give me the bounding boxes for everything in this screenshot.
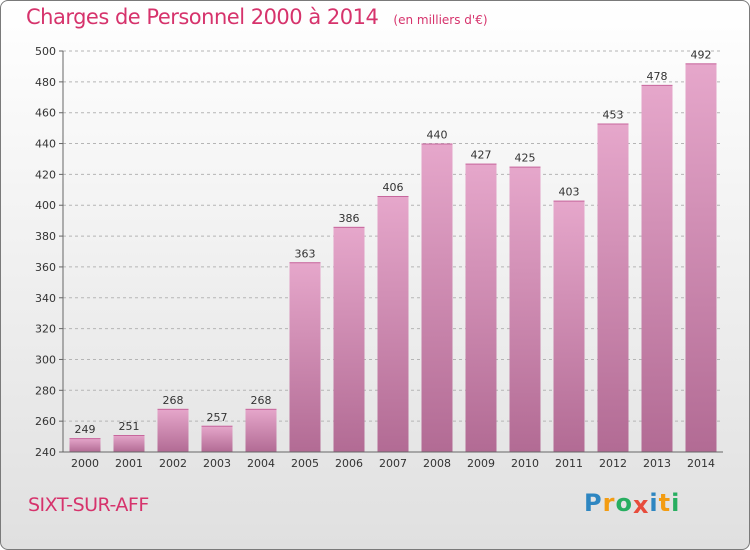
x-tick-label: 2003	[203, 457, 231, 470]
data-label-2011: 403	[559, 186, 580, 199]
data-label-2000: 249	[75, 423, 96, 436]
proxiti-logo: Proxiti	[584, 489, 681, 519]
x-tick-label: 2006	[335, 457, 363, 470]
x-tick-label: 2001	[115, 457, 143, 470]
x-axis: 2000 2001 2002 2003 2004 2005 2006 2007 2008 2009…	[63, 451, 723, 470]
bar-2004	[245, 408, 277, 452]
bar-2014	[685, 63, 717, 452]
y-tick-label: 440	[35, 138, 56, 151]
bar-2005	[289, 262, 321, 452]
y-tick-label: 260	[35, 415, 56, 428]
logo-letter: P	[584, 489, 603, 517]
x-tick-label: 2007	[379, 457, 407, 470]
data-label-2014: 492	[691, 48, 712, 61]
y-tick-label: 240	[35, 446, 56, 459]
x-tick-label: 2014	[687, 457, 715, 470]
bar-2008	[421, 143, 453, 453]
data-label-2012: 453	[603, 108, 624, 121]
data-label-2008: 440	[427, 129, 448, 142]
logo-letter: x	[632, 491, 650, 519]
y-tick-label: 400	[35, 199, 56, 212]
data-label-2013: 478	[647, 70, 668, 83]
bar-2003	[201, 425, 233, 452]
logo-letter: i	[649, 489, 659, 517]
data-label-2005: 363	[295, 247, 316, 260]
data-label-2002: 268	[163, 394, 184, 407]
bar-2013	[641, 84, 673, 452]
chart-subtitle: (en milliers d'€)	[393, 13, 488, 27]
x-tick-label: 2008	[423, 457, 451, 470]
data-label-2009: 427	[471, 149, 492, 162]
y-tick-label: 380	[35, 230, 56, 243]
bars: 249 251 268 257 268 363 386 406 440 427 425 403 453 4…	[69, 48, 717, 453]
bar-2007	[377, 195, 409, 452]
chart-title: Charges de Personnel 2000 à 2014	[26, 5, 379, 29]
y-tick-label: 340	[35, 292, 56, 305]
y-tick-label: 480	[35, 76, 56, 89]
x-tick-label: 2009	[467, 457, 495, 470]
y-tick-label: 360	[35, 261, 56, 274]
x-tick-label: 2004	[247, 457, 275, 470]
data-label-2010: 425	[515, 152, 536, 165]
y-tick-label: 500	[35, 45, 56, 58]
bar-2002	[157, 408, 189, 452]
logo-letter: i	[671, 489, 681, 517]
bar-2009	[465, 163, 497, 453]
y-tick-label: 460	[35, 107, 56, 120]
data-label-2003: 257	[207, 411, 228, 424]
logo-letter: r	[602, 489, 616, 517]
x-tick-label: 2005	[291, 457, 319, 470]
data-label-2001: 251	[119, 420, 140, 433]
y-tick-label: 320	[35, 323, 56, 336]
x-tick-label: 2000	[71, 457, 99, 470]
y-tick-label: 420	[35, 168, 56, 181]
bar-2011	[553, 200, 585, 452]
bar-2001	[113, 435, 145, 452]
y-tick-label: 300	[35, 353, 56, 366]
x-tick-label: 2013	[643, 457, 671, 470]
bar-2010	[509, 166, 541, 452]
data-label-2006: 386	[339, 212, 360, 225]
x-tick-label: 2011	[555, 457, 583, 470]
bar-2012	[597, 123, 629, 452]
bar-2000	[69, 438, 101, 452]
bar-2006	[333, 226, 365, 452]
commune-name: SIXT-SUR-AFF	[28, 494, 149, 516]
data-label-2007: 406	[383, 181, 404, 194]
y-axis: 240 260 280 300 320 340 360 380 400 420 440 460 480 5…	[35, 45, 64, 459]
x-tick-label: 2002	[159, 457, 187, 470]
y-tick-label: 280	[35, 384, 56, 397]
data-label-2004: 268	[251, 394, 272, 407]
logo-letter: t	[658, 489, 672, 517]
title-row: Charges de Personnel 2000 à 2014 (en mil…	[26, 5, 488, 29]
x-tick-label: 2010	[511, 457, 539, 470]
x-tick-label: 2012	[599, 457, 627, 470]
logo-letter: o	[615, 489, 633, 517]
